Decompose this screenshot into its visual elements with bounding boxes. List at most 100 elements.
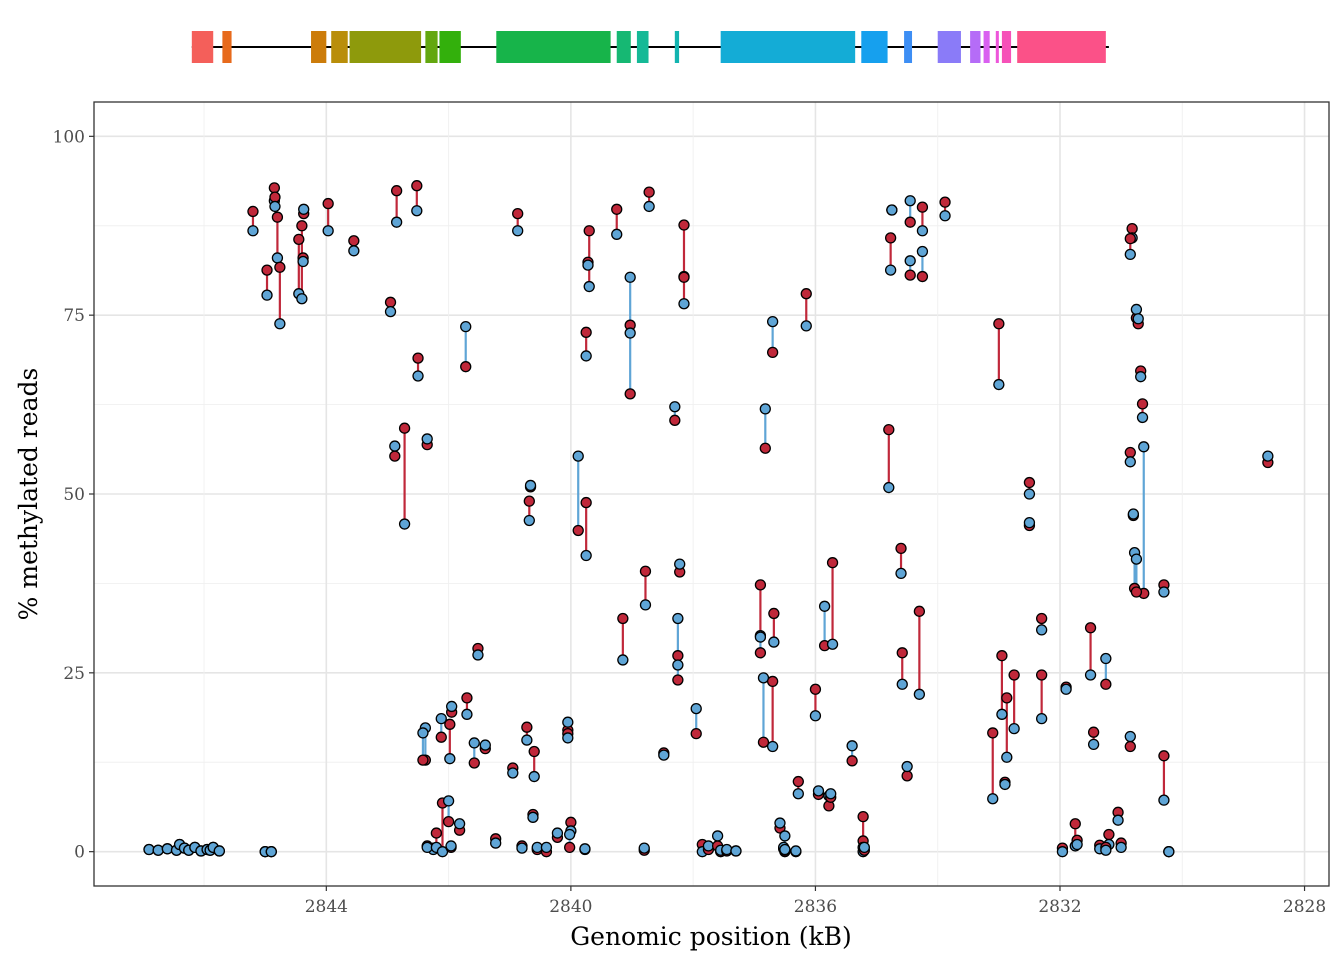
point-red <box>826 557 839 569</box>
point-blue <box>916 245 929 258</box>
point-red <box>987 727 999 739</box>
point-blue <box>624 271 636 283</box>
point-red <box>1035 612 1048 625</box>
point-red <box>639 565 652 577</box>
x-tick-label: 2828 <box>1283 897 1326 917</box>
gene-exon <box>616 31 631 63</box>
point-blue <box>702 840 715 852</box>
point-red <box>766 346 779 359</box>
point-red <box>274 261 286 273</box>
point-blue <box>858 841 870 854</box>
point-blue <box>1023 488 1036 500</box>
point-blue <box>939 210 951 222</box>
x-tick-label: 2832 <box>1038 897 1081 917</box>
point-blue <box>993 378 1005 391</box>
point-blue <box>271 252 284 264</box>
point-blue <box>690 702 702 715</box>
gene-exon <box>720 31 856 63</box>
point-red <box>435 731 447 743</box>
point-red <box>1126 222 1138 235</box>
gene-exon <box>904 31 913 63</box>
point-blue <box>766 740 779 753</box>
point-blue <box>261 289 273 301</box>
point-red <box>1001 692 1013 704</box>
point-red <box>442 815 455 828</box>
point-blue <box>583 280 595 293</box>
point-blue <box>678 298 690 310</box>
point-blue <box>774 817 786 829</box>
point-blue <box>1115 841 1127 854</box>
point-red <box>322 197 334 210</box>
point-red <box>857 810 869 823</box>
point-red <box>460 361 472 373</box>
point-red <box>768 607 780 620</box>
point-blue <box>417 727 429 739</box>
gene-exon <box>311 31 327 63</box>
gene-exon <box>674 31 680 63</box>
point-blue <box>1035 624 1048 636</box>
point-blue <box>389 440 401 452</box>
point-blue <box>213 845 225 857</box>
point-blue <box>721 843 733 856</box>
point-red <box>766 675 779 688</box>
point-red <box>348 235 360 247</box>
gene-exon <box>937 31 961 63</box>
point-red <box>268 182 281 194</box>
point-blue <box>384 305 397 318</box>
point-blue <box>826 638 839 650</box>
y-tick-label: 75 <box>63 306 85 326</box>
point-blue <box>730 845 742 857</box>
point-blue <box>658 749 670 761</box>
point-red <box>468 757 480 769</box>
point-red <box>261 264 273 276</box>
point-blue <box>1158 586 1170 598</box>
point-blue <box>446 700 458 713</box>
point-blue <box>643 200 655 213</box>
point-blue <box>468 737 480 749</box>
x-tick-label: 2836 <box>794 897 837 917</box>
point-blue <box>792 788 804 800</box>
point-blue <box>564 828 576 841</box>
point-blue <box>672 612 684 625</box>
point-red <box>939 196 951 208</box>
point-red <box>430 827 443 839</box>
point-red <box>247 205 259 218</box>
point-blue <box>527 811 539 823</box>
point-red <box>809 683 822 695</box>
point-blue <box>1001 751 1013 763</box>
point-blue <box>1135 371 1147 383</box>
point-red <box>1008 669 1020 681</box>
point-blue <box>421 841 433 854</box>
point-blue <box>1130 553 1143 565</box>
point-red <box>916 201 929 213</box>
point-red <box>1084 622 1097 634</box>
point-blue <box>461 708 473 720</box>
gene-exon <box>439 31 461 63</box>
point-red <box>1087 726 1100 738</box>
gene-exon <box>349 31 422 63</box>
point-red <box>757 736 770 748</box>
point-blue <box>322 225 334 237</box>
point-red <box>398 422 411 434</box>
point-blue <box>883 481 895 494</box>
point-blue <box>1084 669 1097 681</box>
gene-exon <box>1001 31 1012 63</box>
point-blue <box>1056 846 1069 858</box>
point-blue <box>247 225 259 237</box>
point-blue <box>886 204 898 216</box>
point-blue <box>1138 441 1150 453</box>
point-red <box>583 225 595 237</box>
point-blue <box>996 708 1008 720</box>
y-axis-title: % methylated reads <box>14 368 43 621</box>
point-blue <box>479 739 491 751</box>
point-blue <box>269 200 281 213</box>
point-blue <box>582 259 594 271</box>
gene-exon <box>222 31 232 63</box>
point-blue <box>1071 838 1083 851</box>
point-red <box>1136 398 1149 410</box>
point-blue <box>1132 313 1144 325</box>
point-red <box>269 191 281 203</box>
point-blue <box>1124 730 1136 743</box>
point-blue <box>754 631 767 643</box>
